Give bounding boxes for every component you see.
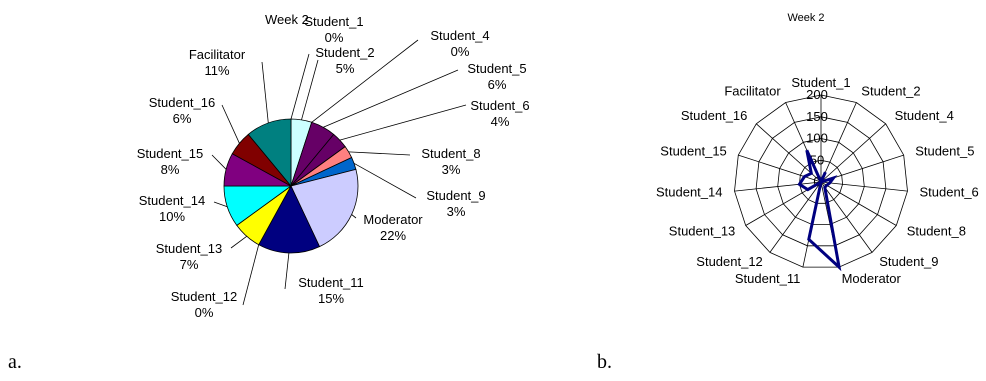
pie-value-student-9: 3% (447, 204, 466, 219)
pie-leader-facilitator (261, 61, 269, 124)
pie-title: Week 2 (265, 12, 309, 27)
pie-label-student-4: Student_4 (430, 28, 489, 43)
pie-label-student-8: Student_8 (421, 146, 480, 161)
pie-leader-student-6 (339, 104, 467, 141)
pie-label-student-2: Student_2 (315, 45, 374, 60)
pie-value-student-14: 10% (159, 209, 185, 224)
radar-spoke (738, 154, 822, 183)
pie-value-facilitator: 11% (204, 63, 229, 78)
radar-spoke (820, 102, 857, 183)
pie-chart: Week 2 Student_10%Student_25%Student_40%… (137, 12, 530, 320)
pie-value-student-5: 6% (488, 77, 507, 92)
pie-leader-student-5 (323, 69, 459, 128)
radar-category-facilitator: Facilitator (724, 84, 781, 99)
pie-label-student-13: Student_13 (156, 241, 223, 256)
radar-category-student-8: Student_8 (907, 224, 966, 239)
pie-label-student-12: Student_12 (171, 289, 238, 304)
caption-b: b. (597, 351, 612, 373)
pie-leader-student-2 (301, 59, 319, 120)
pie-leader-student-15 (211, 154, 227, 170)
pie-label-student-5: Student_5 (467, 61, 526, 76)
pie-label-student-1: Student_1 (304, 14, 363, 29)
pie-label-student-9: Student_9 (426, 188, 485, 203)
pie-leader-student-4 (311, 39, 419, 123)
radar-category-student-5: Student_5 (915, 143, 974, 158)
pie-value-student-13: 7% (180, 257, 199, 272)
radar-ring (777, 138, 865, 225)
radar-tick-label: 100 (806, 131, 828, 146)
pie-label-moderator: Moderator (363, 212, 423, 227)
pie-value-student-8: 3% (442, 162, 461, 177)
pie-label-student-15: Student_15 (137, 146, 204, 161)
pie-value-student-1: 0% (325, 30, 344, 45)
pie-value-student-16: 6% (173, 111, 192, 126)
radar-category-student-9: Student_9 (879, 254, 938, 269)
pie-value-student-12: 0% (195, 305, 214, 320)
radar-spoke (820, 181, 873, 253)
pie-label-student-11: Student_11 (298, 275, 364, 290)
radar-title: Week 2 (787, 12, 824, 24)
radar-category-student-2: Student_2 (861, 84, 920, 99)
pie-label-student-6: Student_6 (470, 98, 529, 113)
pie-label-student-14: Student_14 (139, 193, 206, 208)
radar-category-student-1: Student_1 (791, 75, 850, 90)
radar-category-student-15: Student_15 (660, 143, 727, 158)
pie-value-student-2: 5% (336, 61, 355, 76)
radar-category-student-14: Student_14 (656, 184, 723, 199)
radar-spoke (820, 123, 886, 183)
pie-leader-student-9 (353, 162, 417, 199)
pie-leader-student-8 (348, 151, 411, 156)
radar-category-student-11: Student_11 (735, 271, 801, 286)
radar-category-moderator: Moderator (842, 271, 902, 286)
pie-value-student-4: 0% (451, 44, 470, 59)
radar-category-student-16: Student_16 (681, 108, 748, 123)
pie-leader-student-14 (213, 201, 228, 208)
pie-value-student-6: 4% (491, 114, 510, 129)
pie-slice-facilitator (247, 118, 292, 188)
radar-category-student-6: Student_6 (920, 184, 979, 199)
caption-a: a. (8, 351, 22, 373)
pie-value-student-15: 8% (161, 162, 180, 177)
radar-spoke (820, 181, 908, 192)
radar-ring (734, 94, 908, 268)
radar-tick-label: 150 (806, 109, 828, 124)
pie-leader-moderator (351, 214, 357, 219)
pie-value-student-11: 15% (318, 291, 344, 306)
radar-category-student-4: Student_4 (895, 108, 954, 123)
pie-leader-student-11 (284, 252, 290, 290)
radar-spoke (769, 181, 822, 253)
pie-leader-student-16 (221, 104, 240, 144)
radar-series-line (797, 149, 842, 272)
pie-value-moderator: 22% (380, 228, 406, 243)
radar-ring (798, 159, 844, 204)
pie-leader-student-1 (290, 53, 310, 120)
pie-slice-student-11 (258, 185, 321, 254)
radar-spoke (734, 181, 822, 192)
pie-leader-student-12 (242, 244, 260, 306)
radar-category-student-13: Student_13 (669, 224, 736, 239)
pie-label-facilitator: Facilitator (189, 47, 246, 62)
radar-tick-label: 200 (806, 87, 828, 102)
radar-category-student-12: Student_12 (696, 254, 763, 269)
pie-leader-student-13 (230, 235, 247, 249)
radar-spoke (820, 181, 897, 226)
pie-label-student-16: Student_16 (149, 95, 216, 110)
radar-tick-label: 0 (813, 174, 820, 189)
radar-ring (755, 116, 887, 247)
